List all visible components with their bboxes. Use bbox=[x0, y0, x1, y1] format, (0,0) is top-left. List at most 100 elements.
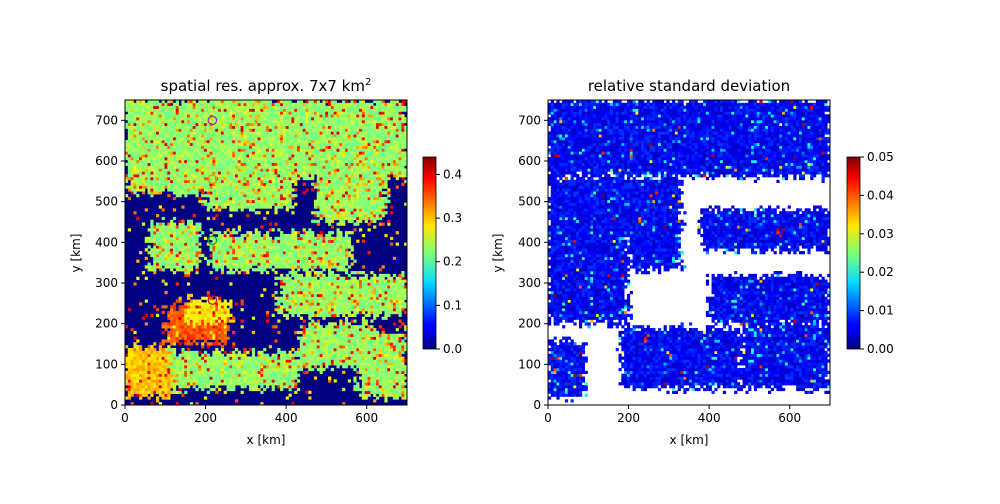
heatmap-cell bbox=[223, 342, 227, 346]
heatmap-cell bbox=[147, 356, 151, 360]
heatmap-cell bbox=[339, 171, 343, 175]
heatmap-cell bbox=[313, 214, 318, 218]
heatmap-cell bbox=[178, 194, 182, 198]
heatmap-cell bbox=[378, 345, 382, 349]
heatmap-cell bbox=[254, 382, 258, 386]
heatmap-cell bbox=[243, 199, 247, 203]
heatmap-cell bbox=[347, 214, 351, 218]
heatmap-cell bbox=[367, 293, 371, 298]
heatmap-cell bbox=[181, 362, 185, 366]
heatmap-cell bbox=[249, 245, 253, 249]
heatmap-cell bbox=[195, 179, 199, 184]
heatmap-cell bbox=[274, 265, 278, 269]
heatmap-cell bbox=[330, 342, 335, 346]
heatmap-cell bbox=[277, 305, 281, 309]
heatmap-cell bbox=[359, 370, 363, 374]
heatmap-cell bbox=[198, 302, 202, 306]
heatmap-cell bbox=[226, 242, 230, 246]
heatmap-cell bbox=[139, 379, 143, 383]
heatmap-cell bbox=[392, 353, 397, 357]
heatmap-cell bbox=[288, 367, 292, 372]
heatmap-cell bbox=[311, 356, 315, 360]
heatmap-cell bbox=[266, 211, 270, 215]
heatmap-cell bbox=[344, 168, 349, 172]
heatmap-cell bbox=[378, 339, 382, 343]
heatmap-cell bbox=[325, 305, 329, 309]
heatmap-cell bbox=[232, 245, 236, 249]
heatmap-cell bbox=[240, 359, 244, 363]
heatmap-cell bbox=[172, 265, 177, 269]
heatmap-cell bbox=[175, 265, 179, 269]
heatmap-cell bbox=[240, 356, 244, 360]
heatmap-cell bbox=[136, 339, 140, 343]
heatmap-cell bbox=[156, 182, 160, 186]
heatmap-cell bbox=[232, 376, 236, 380]
heatmap-cell bbox=[375, 174, 380, 178]
heatmap-cell bbox=[263, 256, 267, 260]
heatmap-cell bbox=[370, 382, 374, 386]
heatmap-cell bbox=[271, 293, 275, 298]
heatmap-cell bbox=[153, 256, 157, 260]
heatmap-cell bbox=[203, 336, 208, 340]
heatmap-cell bbox=[282, 179, 287, 184]
heatmap-cell bbox=[350, 205, 354, 209]
heatmap-cell bbox=[257, 253, 261, 258]
heatmap-cell bbox=[370, 330, 374, 335]
heatmap-cell bbox=[311, 288, 315, 292]
heatmap-cell bbox=[325, 293, 329, 298]
heatmap-cell bbox=[209, 376, 213, 380]
heatmap-cell bbox=[184, 268, 188, 272]
heatmap-cell bbox=[147, 268, 151, 272]
heatmap-cell bbox=[291, 362, 295, 366]
heatmap-cell bbox=[378, 302, 382, 306]
heatmap-cell bbox=[229, 362, 233, 366]
heatmap-cell bbox=[297, 174, 301, 178]
heatmap-cell bbox=[350, 179, 354, 184]
heatmap-cell bbox=[240, 196, 244, 201]
heatmap-cell bbox=[189, 174, 194, 178]
heatmap-cell bbox=[305, 259, 309, 263]
heatmap-cell bbox=[220, 322, 225, 326]
heatmap-cell bbox=[297, 265, 301, 269]
heatmap-cell bbox=[375, 362, 380, 366]
heatmap-cell bbox=[189, 245, 194, 249]
heatmap-cell bbox=[209, 316, 213, 320]
heatmap-cell bbox=[333, 239, 337, 243]
heatmap-cell bbox=[141, 165, 146, 169]
heatmap-cell bbox=[308, 271, 312, 275]
heatmap-cell bbox=[136, 216, 140, 221]
heatmap-cell bbox=[336, 196, 340, 201]
heatmap-cell bbox=[218, 310, 222, 315]
heatmap-cell bbox=[232, 248, 236, 252]
heatmap-cell bbox=[232, 208, 236, 212]
heatmap-cell bbox=[347, 216, 351, 221]
heatmap-cell bbox=[150, 353, 154, 357]
heatmap-cell bbox=[285, 288, 289, 292]
heatmap-cell bbox=[367, 214, 371, 218]
heatmap-cell bbox=[232, 239, 236, 243]
heatmap-cell bbox=[237, 239, 241, 243]
heatmap-cell bbox=[350, 245, 354, 249]
heatmap-cell bbox=[158, 225, 163, 229]
heatmap-cell bbox=[381, 176, 385, 181]
heatmap-cell bbox=[373, 330, 377, 335]
heatmap-cell bbox=[297, 176, 301, 181]
heatmap-cell bbox=[305, 282, 309, 286]
heatmap-cell bbox=[342, 296, 346, 300]
heatmap-cell bbox=[347, 328, 351, 332]
heatmap-cell bbox=[249, 176, 253, 181]
heatmap-cell bbox=[234, 376, 239, 380]
heatmap-cell bbox=[285, 199, 289, 203]
heatmap-cell bbox=[353, 202, 357, 206]
heatmap-cell bbox=[246, 362, 250, 366]
heatmap-cell bbox=[189, 325, 194, 329]
heatmap-cell bbox=[344, 191, 349, 195]
heatmap-cell bbox=[401, 362, 405, 366]
heatmap-cell bbox=[203, 256, 208, 260]
heatmap-cell bbox=[361, 310, 366, 315]
heatmap-cell bbox=[390, 299, 394, 303]
heatmap-cell bbox=[330, 347, 335, 352]
heatmap-cell bbox=[181, 239, 185, 243]
heatmap-cell bbox=[170, 342, 174, 346]
heatmap-cell bbox=[356, 342, 360, 346]
